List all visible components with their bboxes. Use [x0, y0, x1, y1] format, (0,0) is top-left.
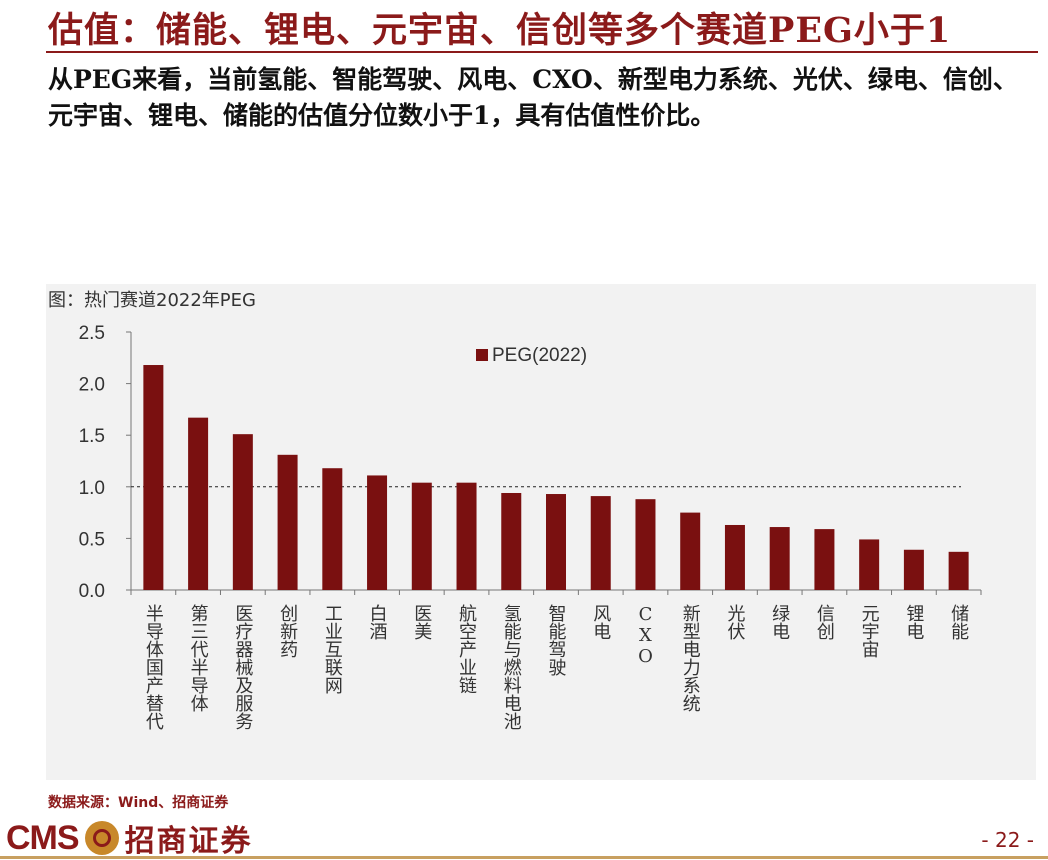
bar: [501, 492, 522, 590]
y-tick-label: 1.0: [79, 478, 105, 499]
page-title: 估值：储能、锂电、元宇宙、信创等多个赛道PEG小于1: [48, 10, 952, 51]
page-number: - 22 -: [981, 828, 1034, 852]
x-category-label: 氢能与燃料电池: [501, 604, 522, 730]
x-category-label: 半导体国产替代: [143, 604, 164, 730]
chart-panel: [46, 284, 1036, 780]
legend-swatch: [476, 349, 488, 361]
bar: [859, 539, 880, 590]
title-divider: [46, 51, 1038, 53]
y-tick-label: 0.5: [79, 529, 105, 550]
bar: [948, 551, 969, 590]
bar: [456, 482, 477, 590]
logo-company-name: 招商证券: [124, 824, 253, 859]
bar: [903, 549, 924, 590]
x-category-label: 信创: [814, 604, 835, 640]
footer-divider: [0, 856, 1048, 859]
x-category-label: 风电: [590, 604, 611, 640]
logo-emblem-icon: [84, 821, 119, 855]
bar: [411, 482, 432, 590]
bar: [188, 417, 209, 590]
bar: [769, 527, 790, 590]
x-category-label: 医疗器械及服务: [232, 604, 253, 730]
y-tick-label: 2.0: [79, 375, 105, 396]
chart-caption: 图：热门赛道2022年PEG: [48, 290, 256, 311]
legend-label: PEG(2022): [492, 345, 587, 366]
bar: [232, 434, 253, 590]
data-source: 数据来源：Wind、招商证券: [48, 795, 229, 811]
bar: [143, 365, 164, 590]
x-category-label: 锂电: [903, 604, 924, 640]
x-category-label: 绿电: [769, 604, 790, 640]
x-category-label: 第三代半导体: [188, 604, 209, 712]
bar: [635, 499, 656, 590]
x-category-label: 智能驾驶: [546, 604, 567, 677]
x-category-label: 元宇宙: [859, 604, 880, 658]
x-category-label: 储能: [948, 604, 969, 640]
peg-bar-chart: 0.0 0.5 1.0 1.5 2.0 2.5 半导体国产替代 第三代半导体 医疗器械及服务 创新…: [79, 323, 982, 730]
x-category-label: 创新药: [277, 604, 298, 658]
y-tick-label: 2.5: [79, 323, 105, 344]
bar: [814, 529, 835, 590]
x-category-label: 光伏: [724, 604, 745, 640]
x-category-label: 工业互联网: [322, 604, 343, 694]
x-category-label: CXO: [635, 604, 656, 667]
bar: [680, 512, 701, 590]
x-category-label: 新型电力系统: [680, 604, 701, 712]
summary-text: 从PEG来看，当前氢能、智能驾驶、风电、CXO、新型电力系统、光伏、绿电、信创、…: [48, 65, 1018, 130]
x-category-label: 医美: [411, 604, 432, 640]
bar: [322, 468, 343, 590]
y-tick-label: 1.5: [79, 426, 105, 447]
bar: [724, 524, 745, 590]
y-tick-label: 0.0: [79, 581, 105, 602]
bar: [590, 496, 611, 590]
bar: [367, 475, 388, 590]
x-category-label: 白酒: [367, 604, 388, 640]
logo-cms-text: CMS: [6, 818, 80, 857]
bar: [546, 494, 566, 590]
bar: [277, 454, 298, 590]
company-logo: CMS 招商证券: [6, 818, 253, 860]
x-category-label: 航空产业链: [456, 604, 477, 694]
